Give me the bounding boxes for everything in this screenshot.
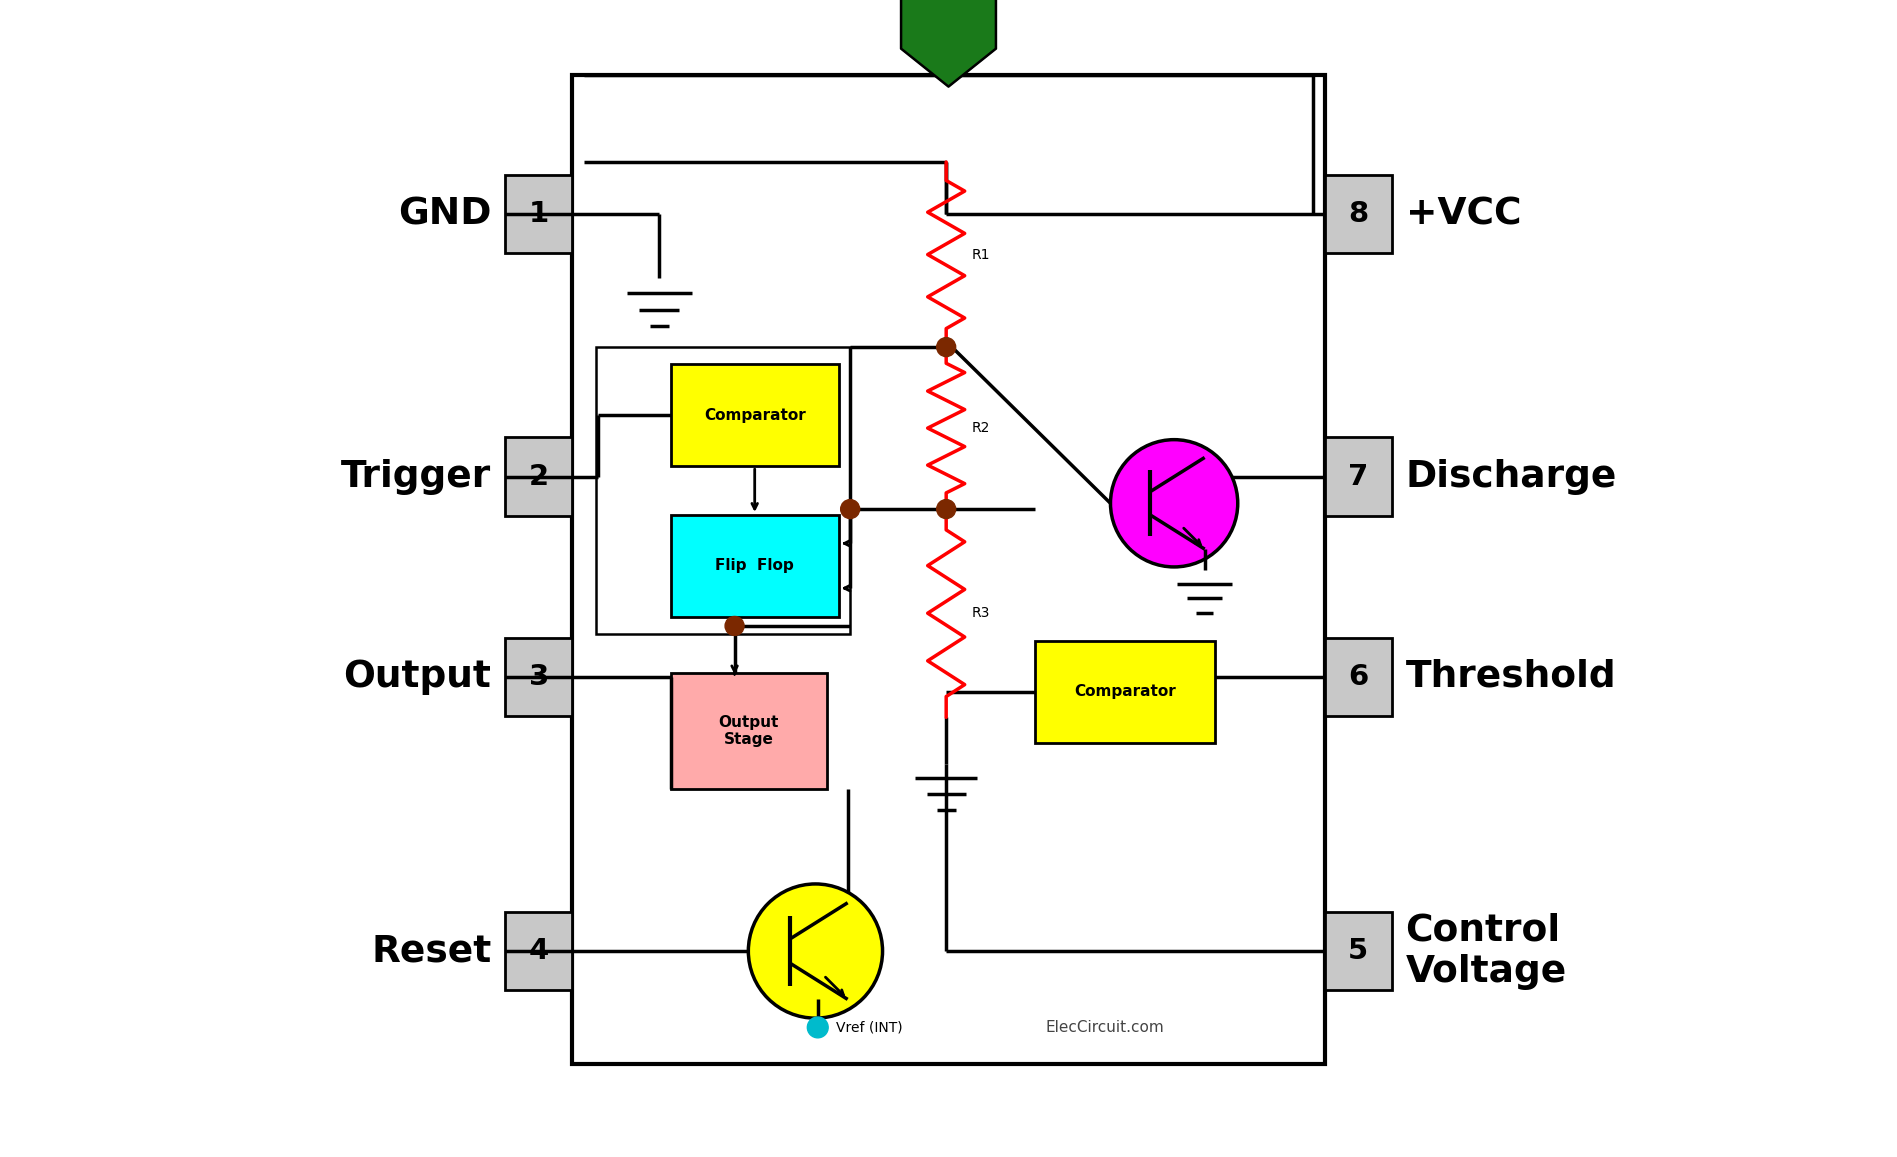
Text: GND: GND — [398, 196, 491, 233]
Bar — [596, 347, 850, 634]
Circle shape — [937, 338, 956, 356]
Text: Comparator: Comparator — [704, 408, 806, 422]
Text: Discharge: Discharge — [1406, 458, 1616, 495]
Text: Threshold: Threshold — [1406, 658, 1616, 695]
Text: R2: R2 — [971, 421, 990, 435]
Circle shape — [1110, 440, 1237, 567]
Bar — [1324, 638, 1392, 716]
Text: Output: Output — [343, 658, 491, 695]
Text: Vref (INT): Vref (INT) — [837, 1020, 903, 1034]
Text: 2: 2 — [529, 463, 548, 491]
Text: 5: 5 — [1349, 937, 1368, 965]
Text: Output
Stage: Output Stage — [719, 715, 780, 747]
Circle shape — [937, 500, 956, 518]
Bar — [505, 638, 573, 716]
Text: 3: 3 — [529, 663, 548, 691]
Circle shape — [808, 1017, 829, 1038]
Bar — [672, 515, 838, 617]
Bar — [505, 437, 573, 516]
Bar — [1324, 912, 1392, 990]
Polygon shape — [901, 0, 996, 87]
Bar — [505, 912, 573, 990]
Text: +VCC: +VCC — [1406, 196, 1521, 233]
Text: 4: 4 — [529, 937, 548, 965]
Text: 8: 8 — [1349, 200, 1368, 228]
Text: Flip  Flop: Flip Flop — [715, 559, 795, 573]
Text: Trigger: Trigger — [341, 458, 491, 495]
Circle shape — [840, 500, 859, 518]
Bar — [672, 673, 827, 789]
Text: 1: 1 — [529, 200, 548, 228]
Text: Reset: Reset — [372, 933, 491, 970]
Bar — [505, 175, 573, 253]
Text: 6: 6 — [1349, 663, 1368, 691]
Bar — [1324, 175, 1392, 253]
Bar — [1324, 437, 1392, 516]
Circle shape — [725, 617, 744, 635]
Text: R1: R1 — [971, 248, 990, 261]
Bar — [573, 75, 1324, 1064]
Circle shape — [747, 884, 882, 1018]
Text: ElecCircuit.com: ElecCircuit.com — [1045, 1020, 1165, 1034]
Text: Control
Voltage: Control Voltage — [1406, 912, 1567, 990]
Bar — [672, 364, 838, 466]
Bar — [1036, 641, 1214, 743]
Text: 7: 7 — [1349, 463, 1368, 491]
Text: Comparator: Comparator — [1074, 685, 1176, 699]
Text: R3: R3 — [971, 606, 990, 620]
